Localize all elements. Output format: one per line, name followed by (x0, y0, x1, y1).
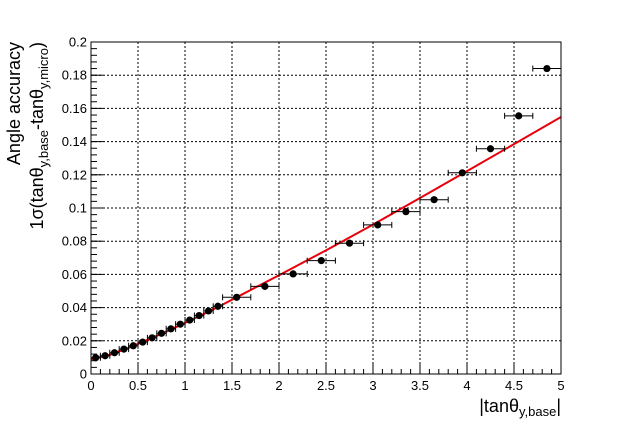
data-marker (110, 349, 119, 357)
y-tick-label: 0.04 (62, 300, 87, 315)
data-marker (148, 334, 156, 342)
data-marker (261, 282, 269, 290)
data-marker (120, 345, 128, 353)
data-marker (157, 329, 166, 337)
data-point (250, 282, 280, 290)
data-point (175, 320, 186, 328)
data-marker (345, 239, 354, 247)
x-tick-label: 3.5 (411, 378, 429, 393)
x-axis-title: |tanθy,base| (479, 396, 561, 419)
data-marker (139, 338, 147, 346)
data-point (504, 112, 534, 120)
x-tick-label: 3 (369, 378, 376, 393)
data-point (156, 329, 167, 337)
y-tick-label: 0.02 (62, 333, 87, 348)
data-marker (214, 302, 222, 310)
data-point (419, 196, 449, 204)
y-axis-title-2: 1σ(tanθy,base-tanθy,micro) (27, 42, 51, 229)
data-marker (430, 196, 438, 204)
y-tick-label: 0.2 (69, 35, 87, 50)
data-marker (402, 208, 410, 216)
y-tick-label: 0.14 (62, 134, 87, 149)
x-tick-label: 4 (463, 378, 470, 393)
data-marker (186, 316, 194, 324)
axis-ticks (90, 41, 562, 375)
data-marker (92, 354, 100, 362)
data-point (391, 208, 421, 216)
data-point (212, 302, 224, 310)
data-point (184, 316, 195, 324)
y-axis-title: Angle accuracy (4, 42, 24, 165)
x-tick-labels: 0 0.5 1 1.5 2 2.5 3 3.5 4 4.5 5 (87, 378, 564, 393)
data-marker (543, 64, 551, 73)
data-marker (101, 352, 109, 360)
data-point (334, 239, 365, 247)
x-tick-label: 0.5 (129, 378, 147, 393)
data-point (165, 325, 177, 333)
data-marker (317, 257, 325, 265)
x-tick-label: 4.5 (505, 378, 523, 393)
data-marker (515, 112, 523, 120)
data-marker (486, 145, 495, 153)
y-tick-label: 0.16 (62, 101, 87, 116)
data-marker (129, 342, 137, 350)
y-tick-label: 0.1 (69, 201, 87, 216)
data-point (278, 270, 308, 278)
data-point (475, 145, 506, 153)
x-tick-label: 5 (557, 378, 564, 393)
data-point (128, 342, 139, 350)
data-point (222, 293, 252, 301)
y-tick-label: 0.18 (62, 68, 87, 83)
data-marker (233, 293, 241, 301)
x-tick-label: 2 (275, 378, 282, 393)
data-marker (195, 311, 203, 320)
x-tick-label: 2.5 (317, 378, 335, 393)
y-tick-label: 0.08 (62, 234, 87, 249)
data-point (203, 307, 214, 315)
data-marker (176, 320, 184, 328)
data-point (363, 221, 393, 229)
y-axis-title-line2: 1σ(tanθy,base-tanθy,micro) (27, 42, 51, 229)
x-tick-label: 1 (181, 378, 188, 393)
y-tick-labels: 0 0.02 0.04 0.06 0.08 0.1 0.12 0.14 0.16 0.18 0.2 (62, 35, 87, 382)
data-marker (204, 307, 213, 315)
data-point (447, 169, 477, 177)
x-axis-title-sub: y,base (519, 404, 556, 419)
data-point (109, 349, 120, 357)
data-points-group (90, 64, 562, 362)
data-marker (458, 169, 466, 177)
data-marker (167, 325, 175, 333)
x-tick-label: 1.5 (223, 378, 241, 393)
y-tick-label: 0 (80, 367, 87, 382)
data-marker (289, 270, 297, 278)
y-axis-title-line1: Angle accuracy (4, 42, 24, 165)
y-tick-label: 0.06 (62, 267, 87, 282)
y-tick-label: 0.12 (62, 167, 87, 182)
data-marker (374, 221, 382, 229)
x-tick-label: 0 (87, 378, 94, 393)
data-point (306, 257, 336, 265)
